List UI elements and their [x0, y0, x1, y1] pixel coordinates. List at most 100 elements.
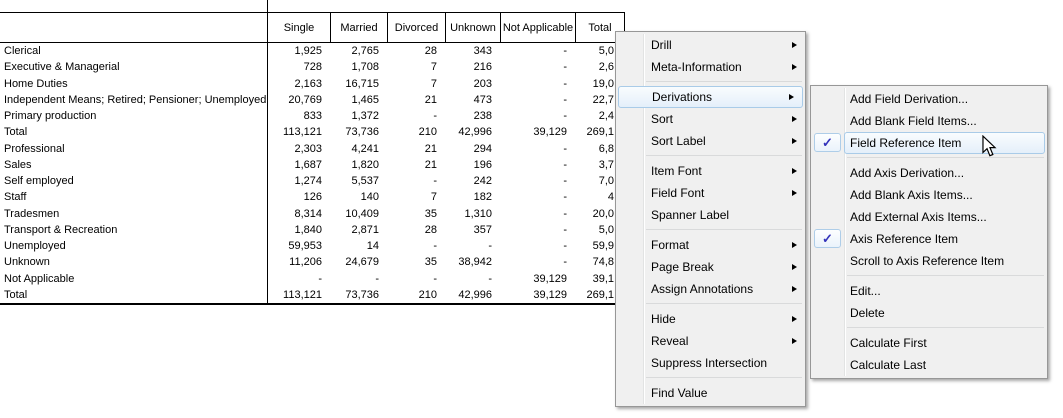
menu-item-sort[interactable]: Sort	[616, 108, 805, 130]
menu-item-drill[interactable]: Drill	[616, 34, 805, 56]
table-cell[interactable]: 473	[473, 93, 492, 106]
table-cell[interactable]: 7	[430, 77, 437, 90]
table-cell[interactable]: 196	[473, 158, 492, 171]
table-cell[interactable]: 5,0	[598, 223, 614, 236]
table-cell[interactable]: 35	[424, 256, 437, 269]
table-cell[interactable]: -	[563, 110, 567, 122]
row-header[interactable]: Total	[4, 288, 28, 301]
table-cell[interactable]: -	[318, 272, 322, 285]
row-header[interactable]: Independent Means; Retired; Pensioner; U…	[4, 93, 267, 106]
table-cell[interactable]: 24,679	[345, 256, 379, 269]
row-header[interactable]: Total	[4, 126, 28, 139]
table-cell[interactable]: 16,715	[345, 77, 379, 90]
menu-item-format[interactable]: Format	[616, 234, 805, 256]
table-cell[interactable]: 357	[473, 223, 492, 236]
table-cell[interactable]: 10,409	[345, 207, 379, 220]
menu-item-item-font[interactable]: Item Font	[616, 160, 805, 182]
table-cell[interactable]: -	[563, 158, 567, 171]
table-cell[interactable]: 1,820	[351, 158, 379, 171]
row-header[interactable]: Executive & Managerial	[4, 61, 120, 74]
menu-item-reveal[interactable]: Reveal	[616, 330, 805, 352]
column-header-married[interactable]: Married	[330, 13, 387, 42]
table-cell[interactable]: 73,736	[345, 126, 379, 139]
table-cell[interactable]: 1,310	[464, 207, 492, 220]
menu-item-add-blank-axis-items[interactable]: Add Blank Axis Items...	[811, 184, 1047, 206]
table-cell[interactable]: 1,840	[294, 223, 322, 236]
table-cell[interactable]: 210	[418, 288, 437, 301]
table-cell[interactable]: 59,953	[288, 240, 322, 252]
table-cell[interactable]: 3,7	[598, 158, 614, 171]
menu-item-spanner-label[interactable]: Spanner Label	[616, 204, 805, 226]
table-cell[interactable]: -	[563, 240, 567, 252]
table-cell[interactable]: 73,736	[345, 288, 379, 301]
table-cell[interactable]: 1,708	[351, 61, 379, 74]
column-header-total[interactable]: Total	[575, 13, 625, 42]
menu-item-derivations[interactable]: Derivations	[618, 86, 803, 108]
table-cell[interactable]: 1,465	[351, 93, 379, 106]
menu-item-add-blank-field-items[interactable]: Add Blank Field Items...	[811, 110, 1047, 132]
table-cell[interactable]: 238	[473, 110, 492, 122]
menu-item-calculate-first[interactable]: Calculate First	[811, 332, 1047, 354]
table-cell[interactable]: -	[433, 240, 437, 252]
table-cell[interactable]: -	[563, 207, 567, 220]
table-cell[interactable]: 39,1	[592, 272, 614, 285]
table-cell[interactable]: 269,1	[586, 126, 614, 139]
row-header[interactable]: Not Applicable	[4, 272, 75, 285]
menu-item-calculate-last[interactable]: Calculate Last	[811, 354, 1047, 376]
menu-item-find-value[interactable]: Find Value	[616, 382, 805, 404]
table-cell[interactable]: 294	[473, 142, 492, 155]
table-cell[interactable]: 5,537	[351, 175, 379, 187]
row-header[interactable]: Home Duties	[4, 77, 68, 90]
table-cell[interactable]: -	[563, 77, 567, 90]
row-header[interactable]: Tradesmen	[4, 207, 60, 220]
row-header[interactable]: Unemployed	[4, 240, 66, 252]
table-cell[interactable]: 2,871	[351, 223, 379, 236]
table-cell[interactable]: 2,303	[294, 142, 322, 155]
menu-item-sort-label[interactable]: Sort Label	[616, 130, 805, 152]
table-cell[interactable]: 2,765	[351, 45, 379, 57]
table-cell[interactable]: 269,1	[586, 288, 614, 301]
table-cell[interactable]: 113,121	[283, 288, 322, 301]
column-header-unknown[interactable]: Unknown	[445, 13, 500, 42]
table-cell[interactable]: 203	[473, 77, 492, 90]
menu-item-suppress-intersection[interactable]: Suppress Intersection	[616, 352, 805, 374]
table-cell[interactable]: 21	[424, 93, 437, 106]
table-cell[interactable]: 1,687	[294, 158, 322, 171]
table-cell[interactable]: 210	[418, 126, 437, 139]
menu-item-add-external-axis-items[interactable]: Add External Axis Items...	[811, 206, 1047, 228]
column-header-single[interactable]: Single	[267, 13, 330, 42]
menu-item-axis-reference-item[interactable]: ✓ Axis Reference Item	[811, 228, 1047, 250]
table-cell[interactable]: 7	[430, 61, 437, 74]
table-cell[interactable]: 833	[303, 110, 322, 122]
row-header[interactable]: Clerical	[4, 45, 41, 57]
table-cell[interactable]: -	[563, 175, 567, 187]
table-cell[interactable]: 113,121	[283, 126, 322, 139]
row-header[interactable]: Professional	[4, 142, 65, 155]
table-cell[interactable]: -	[563, 93, 567, 106]
table-cell[interactable]: 14	[366, 240, 379, 252]
table-cell[interactable]: 39,129	[533, 272, 567, 285]
table-cell[interactable]: -	[563, 142, 567, 155]
table-cell[interactable]: -	[375, 272, 379, 285]
row-header[interactable]: Sales	[4, 158, 32, 171]
table-cell[interactable]: -	[563, 45, 567, 57]
column-header-not-applicable[interactable]: Not Applicable	[500, 13, 575, 42]
table-cell[interactable]: 2,4	[598, 110, 614, 122]
table-cell[interactable]: 216	[473, 61, 492, 74]
table-cell[interactable]: 39,129	[533, 126, 567, 139]
menu-item-meta-information[interactable]: Meta-Information	[616, 56, 805, 78]
table-cell[interactable]: 4	[607, 191, 614, 204]
table-cell[interactable]: 21	[424, 142, 437, 155]
menu-item-hide[interactable]: Hide	[616, 308, 805, 330]
table-cell[interactable]: 7,0	[598, 175, 614, 187]
table-cell[interactable]: 22,7	[592, 93, 614, 106]
table-cell[interactable]: -	[563, 61, 567, 74]
table-cell[interactable]: 2,163	[294, 77, 322, 90]
table-cell[interactable]: 242	[473, 175, 492, 187]
table-cell[interactable]: -	[433, 110, 437, 122]
menu-item-field-reference-item[interactable]: ✓ Field Reference Item	[814, 132, 1045, 154]
menu-item-add-axis-derivation[interactable]: Add Axis Derivation...	[811, 162, 1047, 184]
table-cell[interactable]: 42,996	[458, 288, 492, 301]
table-cell[interactable]: 1,274	[294, 175, 322, 187]
menu-item-add-field-derivation[interactable]: Add Field Derivation...	[811, 88, 1047, 110]
